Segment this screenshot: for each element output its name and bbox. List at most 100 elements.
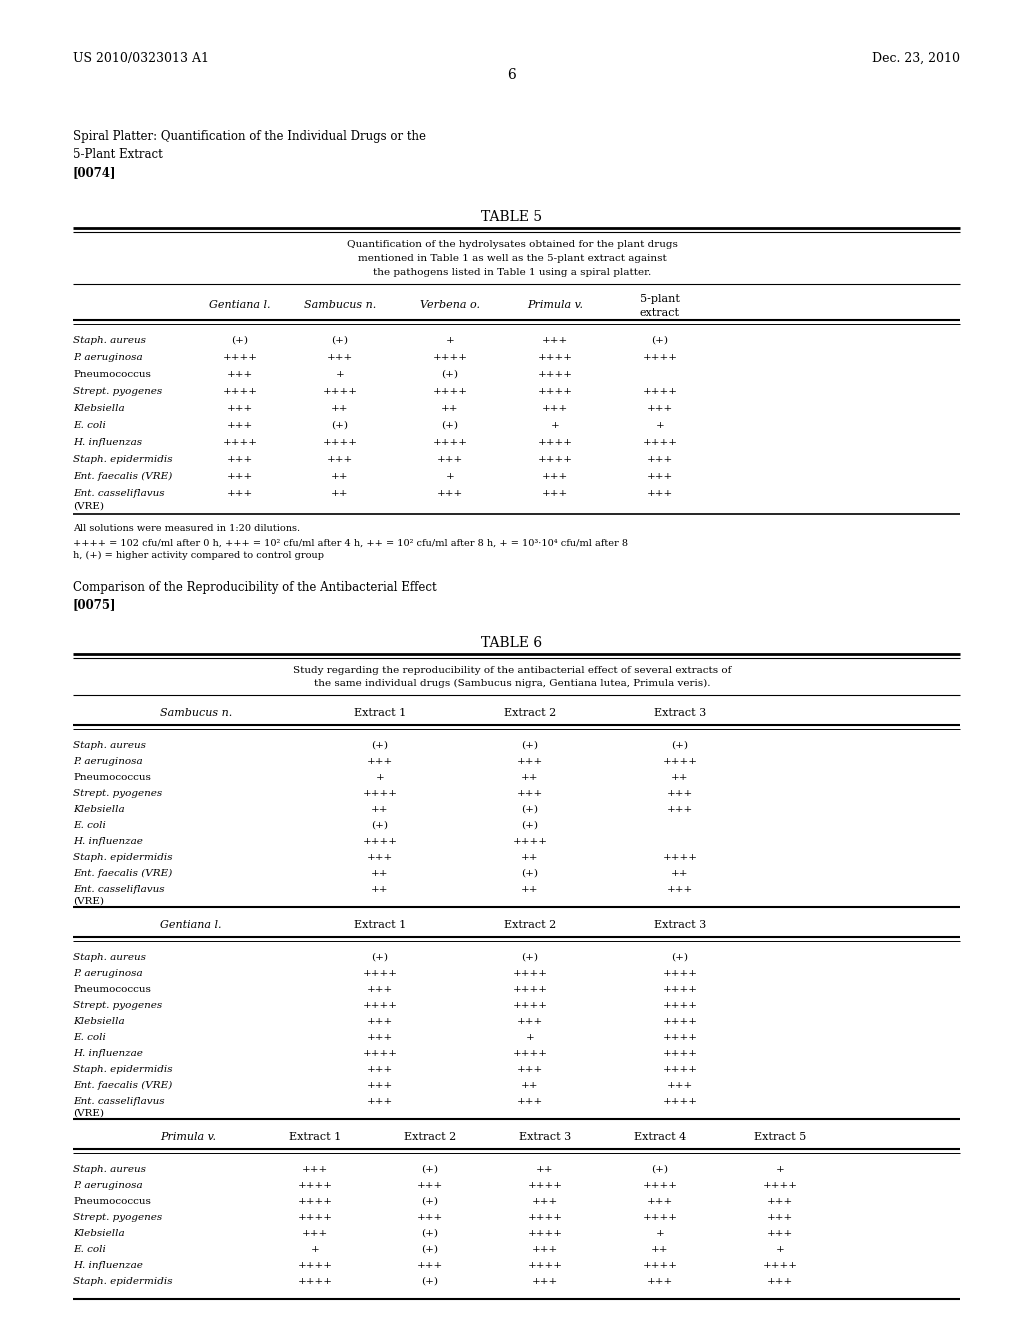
Text: Comparison of the Reproducibility of the Antibacterial Effect: Comparison of the Reproducibility of the… <box>73 581 436 594</box>
Text: ++++: ++++ <box>298 1181 333 1191</box>
Text: +++: +++ <box>667 884 693 894</box>
Text: Strept. pyogenes: Strept. pyogenes <box>73 1001 162 1010</box>
Text: ++: ++ <box>521 853 539 862</box>
Text: +++: +++ <box>667 789 693 799</box>
Text: Extract 1: Extract 1 <box>354 708 407 718</box>
Text: P. aeruginosa: P. aeruginosa <box>73 352 142 362</box>
Text: +++: +++ <box>531 1245 558 1254</box>
Text: ++++: ++++ <box>642 387 678 396</box>
Text: Strept. pyogenes: Strept. pyogenes <box>73 1213 162 1222</box>
Text: (+): (+) <box>422 1245 438 1254</box>
Text: (+): (+) <box>422 1166 438 1173</box>
Text: +++: +++ <box>227 473 253 480</box>
Text: ++++: ++++ <box>663 1016 697 1026</box>
Text: +++: +++ <box>647 404 673 413</box>
Text: TABLE 6: TABLE 6 <box>481 636 543 649</box>
Text: +: + <box>310 1245 319 1254</box>
Text: ++++: ++++ <box>642 1213 678 1222</box>
Text: +++: +++ <box>417 1261 443 1270</box>
Text: +: + <box>525 1034 535 1041</box>
Text: ++: ++ <box>372 884 389 894</box>
Text: +++: +++ <box>367 985 393 994</box>
Text: +++: +++ <box>542 337 568 345</box>
Text: h, (+) = higher activity compared to control group: h, (+) = higher activity compared to con… <box>73 550 324 560</box>
Text: TABLE 5: TABLE 5 <box>481 210 543 224</box>
Text: +++: +++ <box>767 1229 794 1238</box>
Text: +++: +++ <box>647 1197 673 1206</box>
Text: Sambucus n.: Sambucus n. <box>160 708 232 718</box>
Text: ++++: ++++ <box>663 1001 697 1010</box>
Text: Study regarding the reproducibility of the antibacterial effect of several extra: Study regarding the reproducibility of t… <box>293 667 731 675</box>
Text: +++: +++ <box>517 789 543 799</box>
Text: ++++: ++++ <box>512 1001 548 1010</box>
Text: H. influenzas: H. influenzas <box>73 438 142 447</box>
Text: Spiral Platter: Quantification of the Individual Drugs or the: Spiral Platter: Quantification of the In… <box>73 129 426 143</box>
Text: +++: +++ <box>647 488 673 498</box>
Text: [0074]: [0074] <box>73 166 117 180</box>
Text: ++++: ++++ <box>298 1213 333 1222</box>
Text: ++: ++ <box>651 1245 669 1254</box>
Text: ++++: ++++ <box>538 455 572 465</box>
Text: Staph. aureus: Staph. aureus <box>73 1166 146 1173</box>
Text: +++: +++ <box>367 1016 393 1026</box>
Text: H. influenzae: H. influenzae <box>73 1049 143 1059</box>
Text: ++++: ++++ <box>362 837 397 846</box>
Text: +++: +++ <box>367 756 393 766</box>
Text: E. coli: E. coli <box>73 1245 105 1254</box>
Text: ++++: ++++ <box>222 387 257 396</box>
Text: Extract 1: Extract 1 <box>289 1133 341 1142</box>
Text: +++: +++ <box>417 1181 443 1191</box>
Text: Klebsiella: Klebsiella <box>73 404 125 413</box>
Text: [0075]: [0075] <box>73 598 117 611</box>
Text: (+): (+) <box>651 1166 669 1173</box>
Text: ++: ++ <box>331 473 349 480</box>
Text: +++: +++ <box>542 404 568 413</box>
Text: ++++: ++++ <box>538 438 572 447</box>
Text: Klebsiella: Klebsiella <box>73 1229 125 1238</box>
Text: +++: +++ <box>227 421 253 430</box>
Text: ++++: ++++ <box>512 985 548 994</box>
Text: Pneumococcus: Pneumococcus <box>73 774 151 781</box>
Text: (+): (+) <box>521 805 539 814</box>
Text: +: + <box>655 1229 665 1238</box>
Text: (+): (+) <box>651 337 669 345</box>
Text: Pneumococcus: Pneumococcus <box>73 985 151 994</box>
Text: +++: +++ <box>227 455 253 465</box>
Text: ++++: ++++ <box>512 837 548 846</box>
Text: Gentiana l.: Gentiana l. <box>160 920 221 931</box>
Text: Klebsiella: Klebsiella <box>73 805 125 814</box>
Text: Ent. casseliflavus: Ent. casseliflavus <box>73 1097 165 1106</box>
Text: Strept. pyogenes: Strept. pyogenes <box>73 789 162 799</box>
Text: Primula v.: Primula v. <box>527 300 583 310</box>
Text: (+): (+) <box>332 337 348 345</box>
Text: All solutions were measured in 1:20 dilutions.: All solutions were measured in 1:20 dilu… <box>73 524 300 533</box>
Text: 5-Plant Extract: 5-Plant Extract <box>73 148 163 161</box>
Text: +: + <box>551 421 559 430</box>
Text: Extract 3: Extract 3 <box>654 920 707 931</box>
Text: ++++: ++++ <box>222 352 257 362</box>
Text: +++: +++ <box>647 473 673 480</box>
Text: +++: +++ <box>367 853 393 862</box>
Text: extract: extract <box>640 308 680 318</box>
Text: (+): (+) <box>332 421 348 430</box>
Text: Staph. epidermidis: Staph. epidermidis <box>73 455 173 465</box>
Text: ++++: ++++ <box>763 1181 798 1191</box>
Text: (+): (+) <box>422 1197 438 1206</box>
Text: ++++: ++++ <box>527 1261 562 1270</box>
Text: ++: ++ <box>521 884 539 894</box>
Text: Extract 4: Extract 4 <box>634 1133 686 1142</box>
Text: US 2010/0323013 A1: US 2010/0323013 A1 <box>73 51 209 65</box>
Text: E. coli: E. coli <box>73 821 105 830</box>
Text: 6: 6 <box>508 69 516 82</box>
Text: ++++: ++++ <box>538 370 572 379</box>
Text: the pathogens listed in Table 1 using a spiral platter.: the pathogens listed in Table 1 using a … <box>373 268 651 277</box>
Text: ++++: ++++ <box>323 438 357 447</box>
Text: ++++: ++++ <box>323 387 357 396</box>
Text: ++++: ++++ <box>538 352 572 362</box>
Text: +++: +++ <box>437 488 463 498</box>
Text: +++: +++ <box>517 1016 543 1026</box>
Text: ++++ = 102 cfu/ml after 0 h, +++ = 10² cfu/ml after 4 h, ++ = 10² cfu/ml after 8: ++++ = 102 cfu/ml after 0 h, +++ = 10² c… <box>73 539 628 548</box>
Text: (+): (+) <box>441 370 459 379</box>
Text: Extract 2: Extract 2 <box>504 920 556 931</box>
Text: Strept. pyogenes: Strept. pyogenes <box>73 387 162 396</box>
